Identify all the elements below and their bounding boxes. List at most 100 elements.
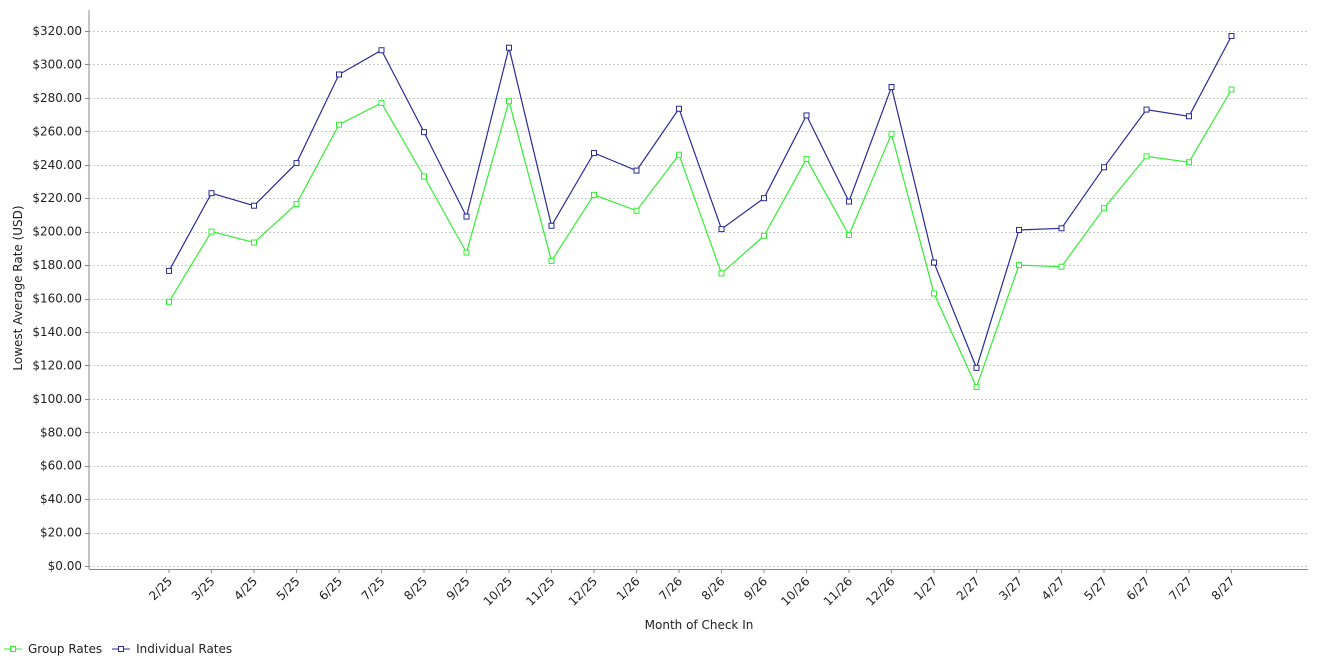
data-point[interactable] (548, 222, 555, 229)
series-group-rates (166, 86, 1235, 391)
data-point[interactable] (1101, 164, 1107, 171)
data-point[interactable] (718, 270, 725, 277)
x-tick-label: 11/26 (821, 574, 855, 608)
data-point[interactable] (676, 105, 682, 112)
x-tick-label: 3/25 (189, 574, 218, 603)
data-point[interactable] (421, 173, 427, 180)
x-tick-label: 7/27 (1166, 574, 1195, 603)
x-tick-label: 9/26 (741, 574, 770, 603)
x-tick-label: 10/26 (778, 574, 812, 608)
y-axis-title: Lowest Average Rate (USD) (11, 205, 25, 370)
data-point[interactable] (251, 239, 257, 246)
series-line (168, 89, 1233, 389)
y-tick-labels: $0.00 $20.00 $40.00 $60.00 $80.00 $100.00 $120… (32, 24, 89, 573)
y-tick-label: $40.00 (40, 492, 82, 506)
grid-lines (89, 31, 1308, 567)
data-point[interactable] (846, 198, 852, 205)
data-point[interactable] (1016, 226, 1022, 233)
line-chart: $0.00 $20.00 $40.00 $60.00 $80.00 $100.00 $120… (11, 10, 1308, 632)
x-tick-label: 5/25 (274, 574, 303, 603)
axes (88, 10, 1308, 570)
series-individual-rates (166, 33, 1235, 371)
data-point[interactable] (591, 150, 597, 157)
data-point[interactable] (421, 129, 427, 136)
data-point[interactable] (761, 232, 767, 239)
data-point[interactable] (166, 298, 172, 305)
series (166, 33, 1235, 391)
data-point[interactable] (973, 384, 980, 391)
x-tick-label: 6/25 (316, 574, 345, 603)
data-point[interactable] (506, 44, 512, 51)
y-tick-label: $220.00 (32, 191, 82, 205)
data-point[interactable] (1186, 113, 1192, 120)
data-point[interactable] (336, 71, 342, 78)
data-point[interactable] (633, 207, 640, 214)
y-tick-label: $100.00 (32, 392, 82, 406)
data-point[interactable] (931, 290, 937, 297)
data-point[interactable] (1058, 263, 1065, 270)
y-tick-label: $80.00 (40, 425, 82, 439)
data-point[interactable] (761, 195, 767, 202)
data-point[interactable] (463, 249, 470, 256)
x-tick-label: 2/27 (954, 574, 983, 603)
data-point[interactable] (718, 226, 725, 233)
x-tick-label: 8/27 (1209, 574, 1238, 603)
data-point[interactable] (676, 151, 682, 158)
data-point[interactable] (1143, 106, 1150, 113)
individual-rates-swatch-icon (112, 646, 131, 652)
x-tick-label: 10/25 (481, 574, 515, 608)
data-point[interactable] (548, 257, 555, 264)
x-tick-label: 7/26 (656, 574, 685, 603)
data-point[interactable] (251, 202, 257, 209)
x-tick-label: 5/27 (1081, 574, 1110, 603)
data-point[interactable] (208, 190, 215, 197)
data-point[interactable] (1101, 205, 1107, 212)
y-tick-label: $60.00 (40, 459, 82, 473)
data-point[interactable] (336, 121, 342, 128)
x-tick-labels: 2/25 3/25 4/25 5/25 6/25 7/25 8/25 9/25 10/25 11/… (146, 569, 1238, 609)
data-point[interactable] (208, 228, 215, 235)
x-tick-label: 1/27 (911, 574, 940, 603)
data-point[interactable] (378, 99, 385, 106)
x-tick-label: 11/25 (523, 574, 557, 608)
y-tick-label: $140.00 (32, 325, 82, 339)
data-point[interactable] (888, 84, 895, 91)
data-point[interactable] (1228, 33, 1235, 40)
x-tick-label: 6/27 (1124, 574, 1153, 603)
data-point[interactable] (1228, 86, 1235, 93)
data-point[interactable] (293, 160, 300, 167)
y-tick-label: $240.00 (32, 158, 82, 172)
y-tick-label: $20.00 (40, 526, 82, 540)
data-point[interactable] (803, 112, 810, 119)
data-point[interactable] (463, 213, 470, 220)
y-tick-label: $180.00 (32, 258, 82, 272)
legend: Group Rates Individual Rates (4, 640, 232, 658)
data-point[interactable] (166, 267, 172, 274)
data-point[interactable] (378, 47, 385, 54)
legend-item-group-rates[interactable]: Group Rates (4, 642, 102, 656)
data-point[interactable] (1186, 159, 1192, 166)
x-tick-label: 4/25 (231, 574, 260, 603)
data-point[interactable] (633, 167, 640, 174)
y-tick-label: $280.00 (32, 91, 82, 105)
data-point[interactable] (591, 191, 597, 198)
legend-label-individual-rates: Individual Rates (136, 642, 233, 656)
data-point[interactable] (803, 155, 810, 162)
data-point[interactable] (293, 201, 300, 208)
group-rates-swatch-icon (4, 646, 22, 652)
data-point[interactable] (1058, 225, 1065, 232)
data-point[interactable] (888, 130, 895, 137)
data-point[interactable] (973, 364, 980, 371)
x-tick-label: 9/25 (444, 574, 473, 603)
x-tick-label: 2/25 (146, 574, 175, 603)
data-point[interactable] (931, 259, 937, 266)
x-tick-label: 8/25 (401, 574, 430, 603)
x-tick-label: 12/25 (566, 574, 600, 608)
data-point[interactable] (506, 98, 512, 105)
x-tick-label: 3/27 (996, 574, 1025, 603)
series-line (168, 35, 1233, 370)
data-point[interactable] (846, 231, 852, 238)
data-point[interactable] (1143, 153, 1150, 160)
legend-item-individual-rates[interactable]: Individual Rates (112, 642, 232, 656)
data-point[interactable] (1016, 262, 1022, 269)
